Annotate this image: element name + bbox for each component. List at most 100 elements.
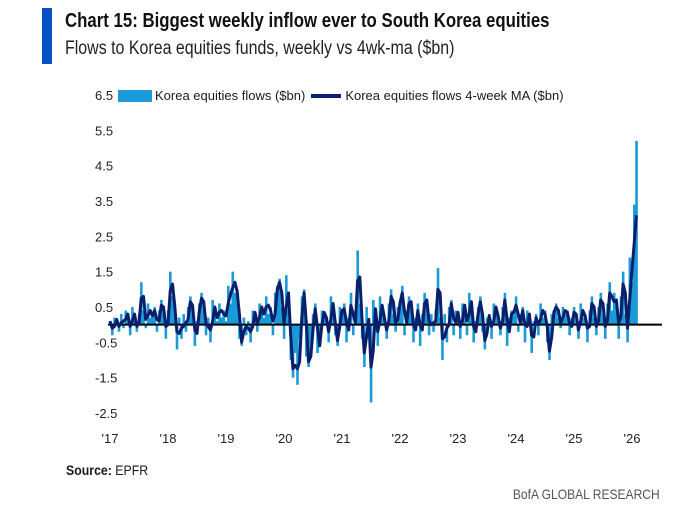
y-tick-label: 0.5 (95, 300, 113, 315)
flow-bar (494, 310, 498, 325)
x-tick-label: '19 (218, 431, 235, 446)
flow-bar (276, 285, 279, 325)
flow-bar (577, 324, 580, 339)
y-tick-label: 2.5 (95, 229, 113, 244)
flow-bar (242, 317, 246, 325)
flow-bar (358, 303, 362, 325)
y-tick-label: -1.5 (95, 371, 117, 386)
flow-bar (624, 314, 627, 325)
legend-label-ma: Korea equities flows 4-week MA ($bn) (345, 88, 564, 103)
flow-bar (256, 324, 259, 332)
x-tick-label: '21 (334, 431, 351, 446)
flow-bar (164, 324, 168, 339)
title-accent-bar (42, 8, 52, 64)
x-tick-label: '23 (450, 431, 467, 446)
flow-bar (222, 310, 226, 325)
flow-bar (418, 324, 422, 346)
flow-bar (472, 324, 476, 343)
flow-bar (182, 314, 186, 325)
flow-bar (630, 282, 634, 325)
x-tick-label: '20 (276, 431, 293, 446)
flow-bar (441, 324, 444, 360)
flow-bar (427, 324, 431, 336)
flow-bar (581, 317, 585, 325)
flow-bar (452, 324, 455, 336)
flow-bar (635, 140, 638, 325)
flow-bar (331, 310, 335, 325)
flow-bar (151, 314, 154, 325)
flow-bar (530, 324, 533, 353)
flow-bar (111, 324, 114, 336)
flow-bar (119, 314, 123, 325)
flow-bar (459, 324, 462, 339)
flow-bar (229, 303, 232, 325)
flow-bar (200, 292, 203, 325)
flow-bar (517, 324, 520, 332)
brand-footer: BofA GLOBAL RESEARCH (513, 486, 660, 502)
flow-bar (142, 310, 145, 325)
ma-line (108, 215, 638, 371)
x-tick-label: '26 (624, 431, 641, 446)
flow-bar (209, 324, 212, 343)
flow-bar (604, 324, 607, 339)
chart-title: Chart 15: Biggest weekly inflow ever to … (65, 10, 550, 32)
x-tick-label: '22 (392, 431, 409, 446)
y-tick-label: -2.5 (95, 406, 117, 421)
flow-bar (523, 324, 527, 343)
flow-bar (206, 317, 210, 325)
y-tick-label: 5.5 (95, 123, 113, 138)
y-tick-label: 1.5 (95, 265, 113, 280)
flow-bar (224, 321, 228, 325)
flow-bar (392, 314, 395, 325)
x-tick-label: '25 (566, 431, 583, 446)
flow-bar (128, 324, 132, 336)
flow-bar (568, 324, 571, 336)
flow-bar (626, 324, 629, 343)
flow-bar (633, 204, 636, 325)
flow-bar (262, 317, 266, 325)
legend: Korea equities flows ($bn) Korea equitie… (118, 88, 564, 103)
flow-bar (296, 324, 299, 385)
flow-bar (293, 324, 297, 353)
flow-bar (309, 324, 313, 346)
flow-bar (171, 296, 174, 325)
chart-subtitle: Flows to Korea equities funds, weekly vs… (65, 38, 455, 59)
flow-bar (280, 307, 284, 325)
flow-bar (595, 324, 598, 336)
flow-bar (412, 324, 415, 343)
flow-bar (617, 324, 620, 339)
flow-bar (365, 307, 368, 325)
source-label: Source: (66, 462, 112, 478)
flow-bar (554, 303, 558, 325)
flow-bar (372, 299, 375, 325)
flow-bar (465, 324, 469, 336)
flow-bar (267, 314, 270, 325)
flow-bar (249, 324, 252, 343)
flow-bar (213, 314, 217, 325)
flow-bar (403, 324, 406, 336)
legend-swatch-flows (118, 89, 152, 102)
flow-bar (394, 324, 397, 332)
y-tick-label: 4.5 (95, 159, 113, 174)
flow-bar (204, 324, 208, 336)
flow-bar (586, 324, 589, 343)
flow-bar (215, 321, 219, 325)
flow-bar (559, 324, 562, 329)
flow-bar (175, 324, 179, 350)
flow-bar (512, 314, 516, 325)
flow-bar (278, 278, 281, 325)
flow-bar (282, 324, 286, 339)
flow-bar (537, 324, 540, 336)
flow-bar (376, 324, 380, 346)
flow-bar (220, 317, 223, 325)
flow-bar (563, 314, 567, 325)
flow-bar (233, 292, 237, 325)
flow-bar (432, 324, 435, 332)
flow-bar (144, 324, 148, 329)
flow-bar (247, 321, 250, 325)
flow-bar (117, 324, 121, 332)
flow-bar (532, 321, 536, 325)
y-tick-label: 3.5 (95, 194, 113, 209)
x-tick-label: '24 (508, 431, 525, 446)
flow-bar (345, 324, 348, 343)
